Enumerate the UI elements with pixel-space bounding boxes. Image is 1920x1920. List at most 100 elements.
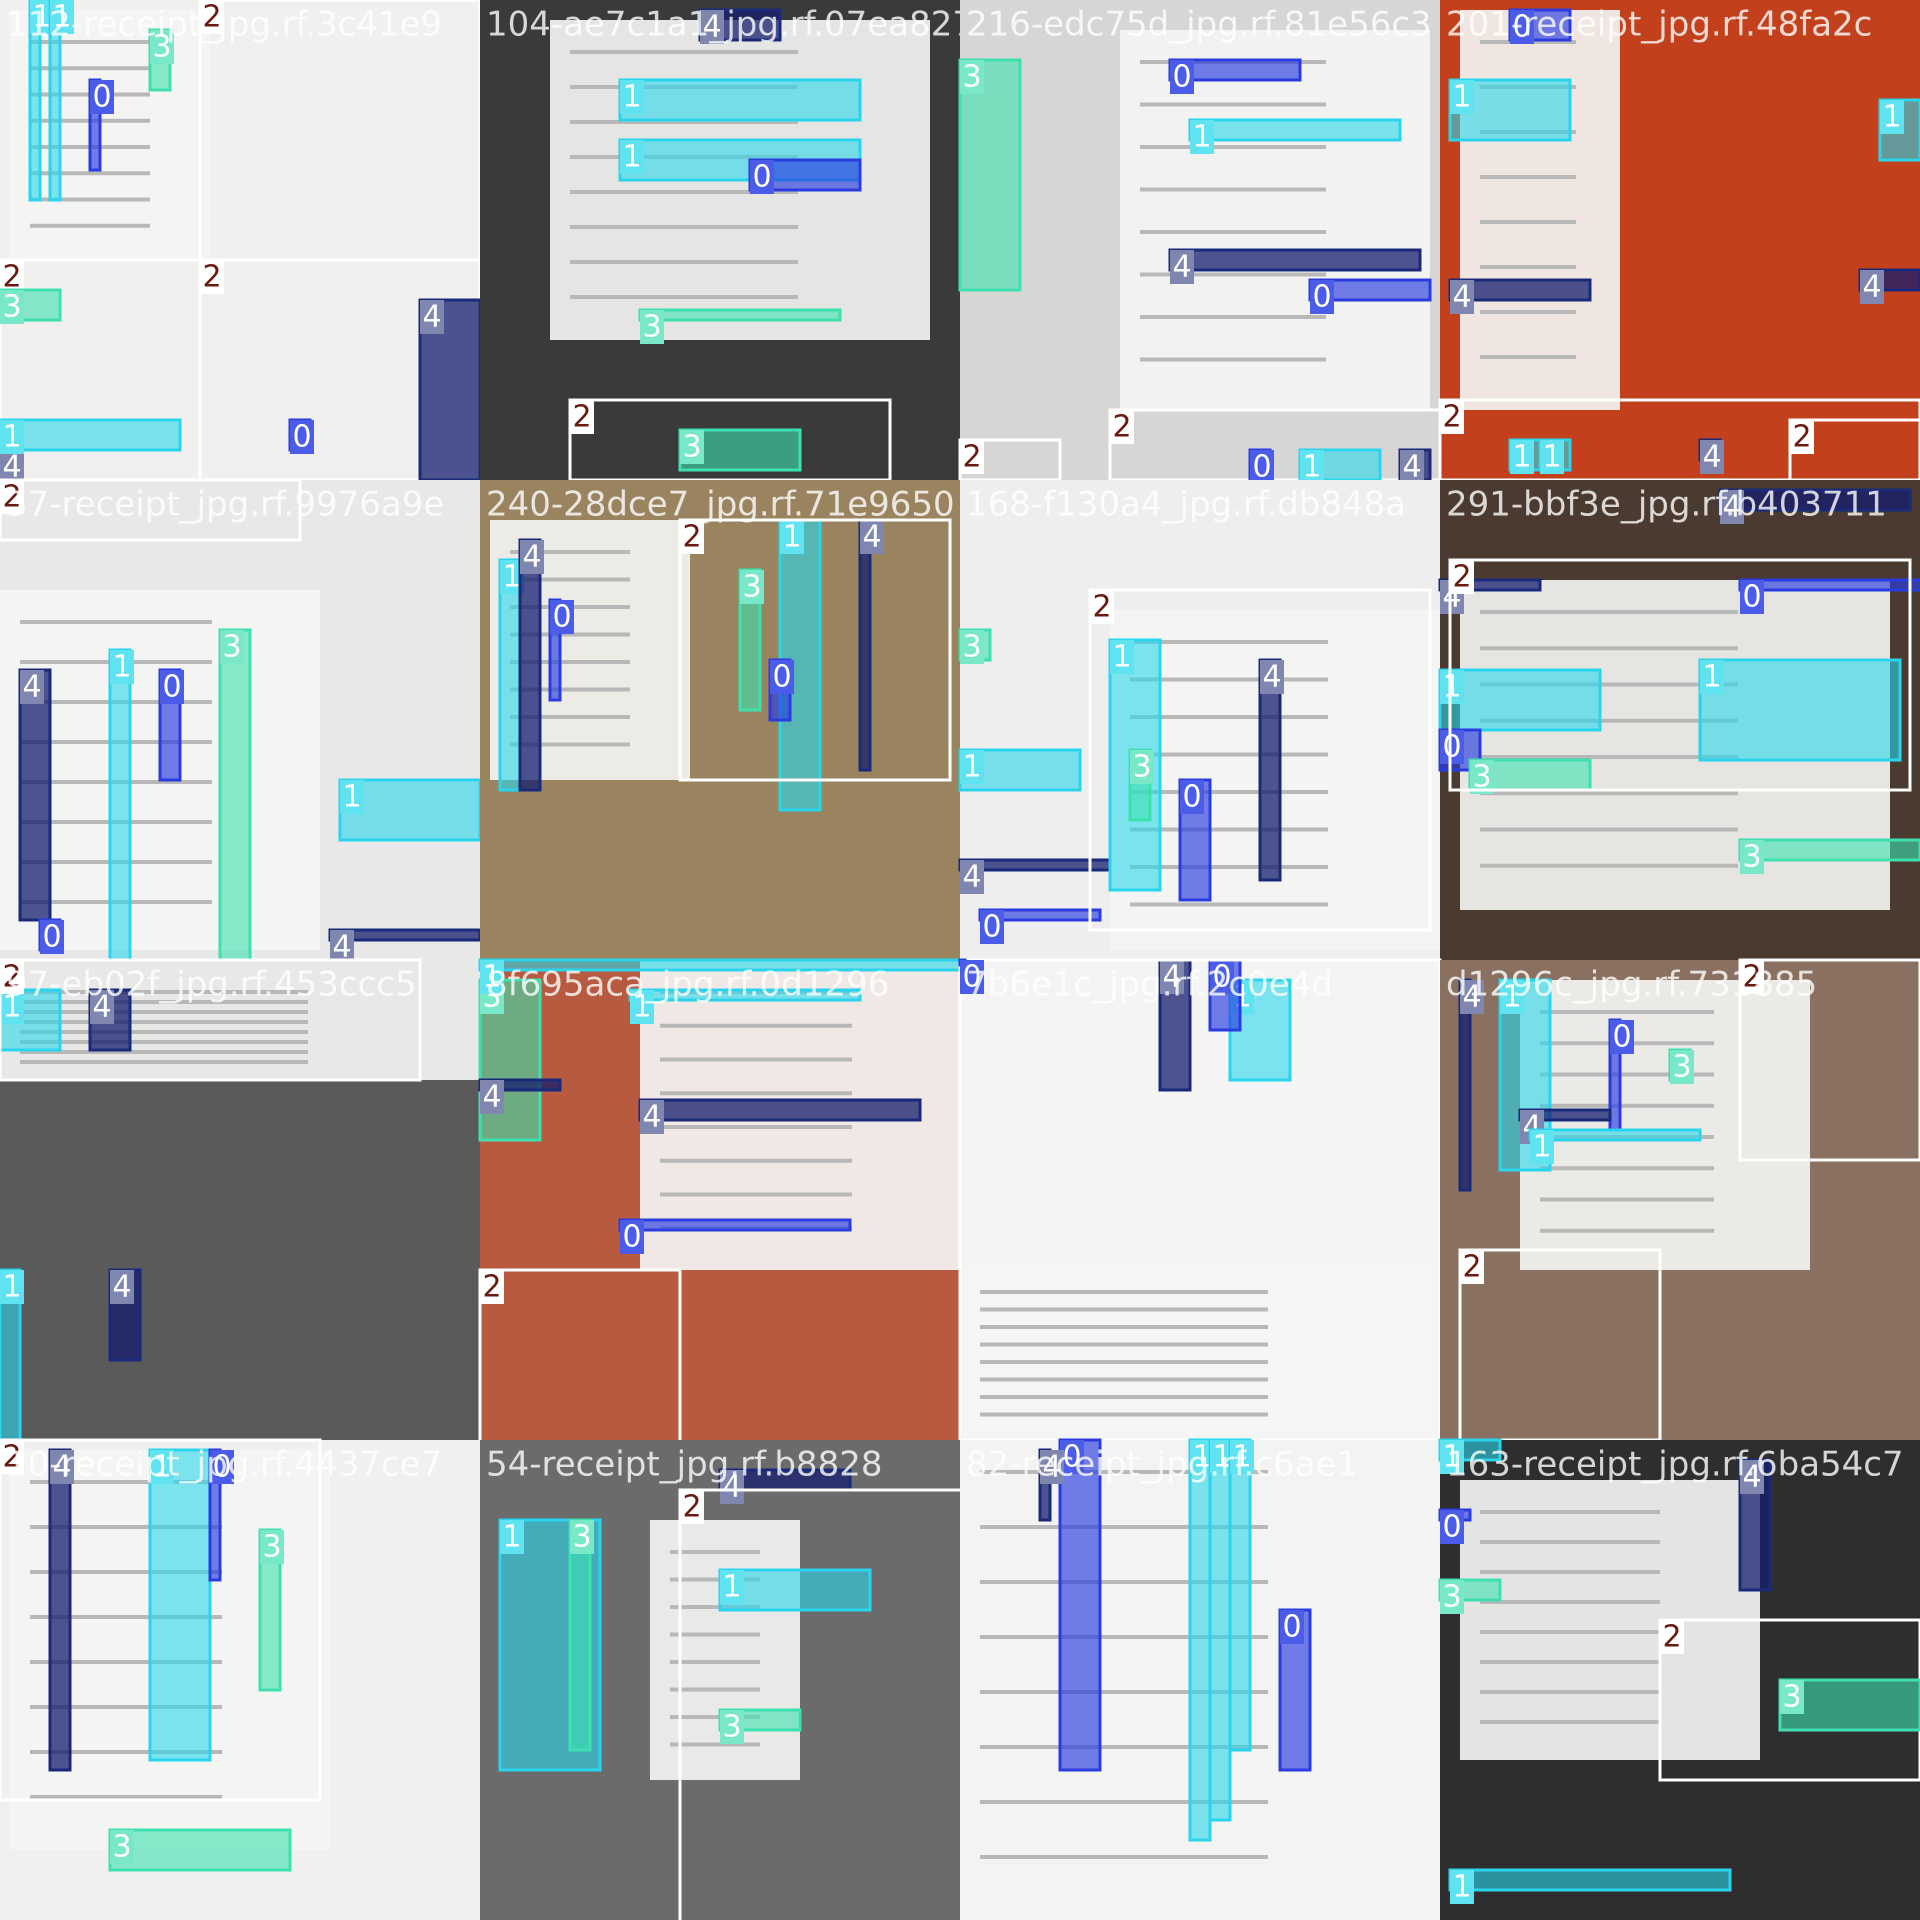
class-label: 3	[1742, 840, 1761, 875]
class-label: 0	[1742, 580, 1761, 615]
class-label-background	[260, 1530, 284, 1564]
class-label: 0	[1312, 280, 1331, 315]
class-label: 0	[1212, 960, 1231, 995]
class-label: 4	[112, 1270, 131, 1305]
class-label-background	[1440, 730, 1464, 764]
class-label-background	[1450, 280, 1474, 314]
detection-box	[638, 1098, 922, 1122]
class-label: 2	[2, 260, 21, 295]
receipt-line	[1480, 310, 1576, 314]
receipt-line	[1480, 610, 1738, 614]
class-label-background	[720, 1570, 744, 1604]
class-label-background	[480, 1080, 504, 1114]
receipt-line	[980, 1580, 1268, 1584]
receipt-line	[1130, 752, 1328, 757]
detection-box	[1738, 958, 1920, 1162]
class-label-background	[160, 670, 184, 704]
detection-box	[28, 0, 42, 202]
receipt-line	[30, 1750, 222, 1754]
class-label: 0	[1182, 780, 1201, 815]
receipt-line	[1130, 790, 1328, 794]
class-label-background	[1450, 80, 1474, 114]
class-label-background	[1740, 580, 1764, 614]
detection-box	[1058, 1438, 1102, 1772]
tile-filename: 104-ae7c1a1_jpg.rf.07ea827	[486, 5, 974, 45]
receipt-line	[1130, 640, 1328, 644]
detection-box	[48, 0, 62, 202]
tile-filename: 201-receipt_jpg.rf.48fa2c	[1446, 5, 1872, 45]
class-label-background	[200, 0, 224, 34]
class-label-background	[0, 260, 24, 294]
class-label: 3	[112, 1830, 131, 1865]
class-label: 1	[1212, 1440, 1231, 1475]
class-label: 4	[702, 10, 721, 45]
class-label-background	[1510, 10, 1534, 44]
class-label-background	[960, 440, 984, 474]
receipt-line	[980, 1342, 1268, 1347]
class-label: 4	[332, 930, 351, 965]
receipt-line	[1140, 315, 1326, 319]
class-label: 0	[962, 960, 981, 995]
receipt-line	[510, 742, 630, 747]
class-label: 1	[112, 650, 131, 685]
receipt-line	[1140, 272, 1326, 277]
class-label: 1	[482, 960, 501, 995]
class-label: 2	[2, 480, 21, 515]
class-label: 4	[1702, 440, 1721, 475]
class-label-background	[960, 750, 984, 784]
tile-filename: 291-bbf3e_jpg.rf.b403711	[1446, 485, 1887, 525]
detection-box	[1208, 1438, 1232, 1822]
receipt-line	[660, 1091, 852, 1096]
receipt-line	[1480, 646, 1738, 651]
detection-box	[108, 1828, 292, 1872]
receipt-line	[1480, 1510, 1660, 1514]
class-label-background	[1130, 750, 1154, 784]
class-label-background	[680, 1490, 704, 1524]
class-label-background	[420, 300, 444, 334]
class-label: 0	[292, 420, 311, 455]
receipt-line	[1480, 1630, 1660, 1634]
class-label-background	[960, 860, 984, 894]
receipt-line	[980, 1360, 1268, 1364]
class-label-background	[780, 520, 804, 554]
class-label-background	[1700, 440, 1724, 474]
receipt-line	[30, 1480, 222, 1484]
class-label-background	[1510, 440, 1534, 474]
class-label-background	[680, 520, 704, 554]
receipt-line	[30, 1705, 222, 1709]
class-label-background	[1170, 250, 1194, 284]
class-label-background	[1740, 1460, 1764, 1494]
class-label-background	[1700, 660, 1724, 694]
class-label-background	[1400, 450, 1424, 484]
receipt-line	[670, 1577, 760, 1582]
tile-filename: 54-receipt_jpg.rf.b8828	[486, 1445, 882, 1485]
receipt-line	[980, 1377, 1268, 1382]
detection-box	[1448, 558, 1912, 792]
receipt-line	[1540, 1166, 1714, 1171]
receipt-photo	[1520, 980, 1810, 1270]
class-label: 3	[152, 30, 171, 65]
receipt-line	[1540, 1197, 1714, 1202]
receipt-line	[670, 1742, 760, 1747]
receipt-line	[1480, 220, 1576, 224]
detection-box	[0, 478, 302, 542]
class-label: 0	[1442, 730, 1461, 765]
class-label-background	[480, 1270, 504, 1304]
class-label: 2	[572, 400, 591, 435]
class-label-background	[290, 420, 314, 454]
receipt-line	[30, 171, 150, 176]
class-label: 3	[1442, 1580, 1461, 1615]
class-label-background	[630, 990, 654, 1024]
detection-box	[18, 668, 52, 922]
tile-filename: 97-eb02f_jpg.rf.453ccc5	[6, 965, 417, 1005]
receipt-line	[570, 295, 798, 299]
receipt-line	[1130, 715, 1328, 719]
class-label-background	[340, 780, 364, 814]
class-label: 3	[742, 570, 761, 605]
class-label-background	[0, 480, 24, 514]
tile-filename: 37-receipt_jpg.rf.9976a9e	[6, 485, 444, 525]
class-label-background	[0, 290, 24, 324]
receipt-line	[1540, 1103, 1714, 1108]
receipt-line	[20, 1040, 308, 1044]
